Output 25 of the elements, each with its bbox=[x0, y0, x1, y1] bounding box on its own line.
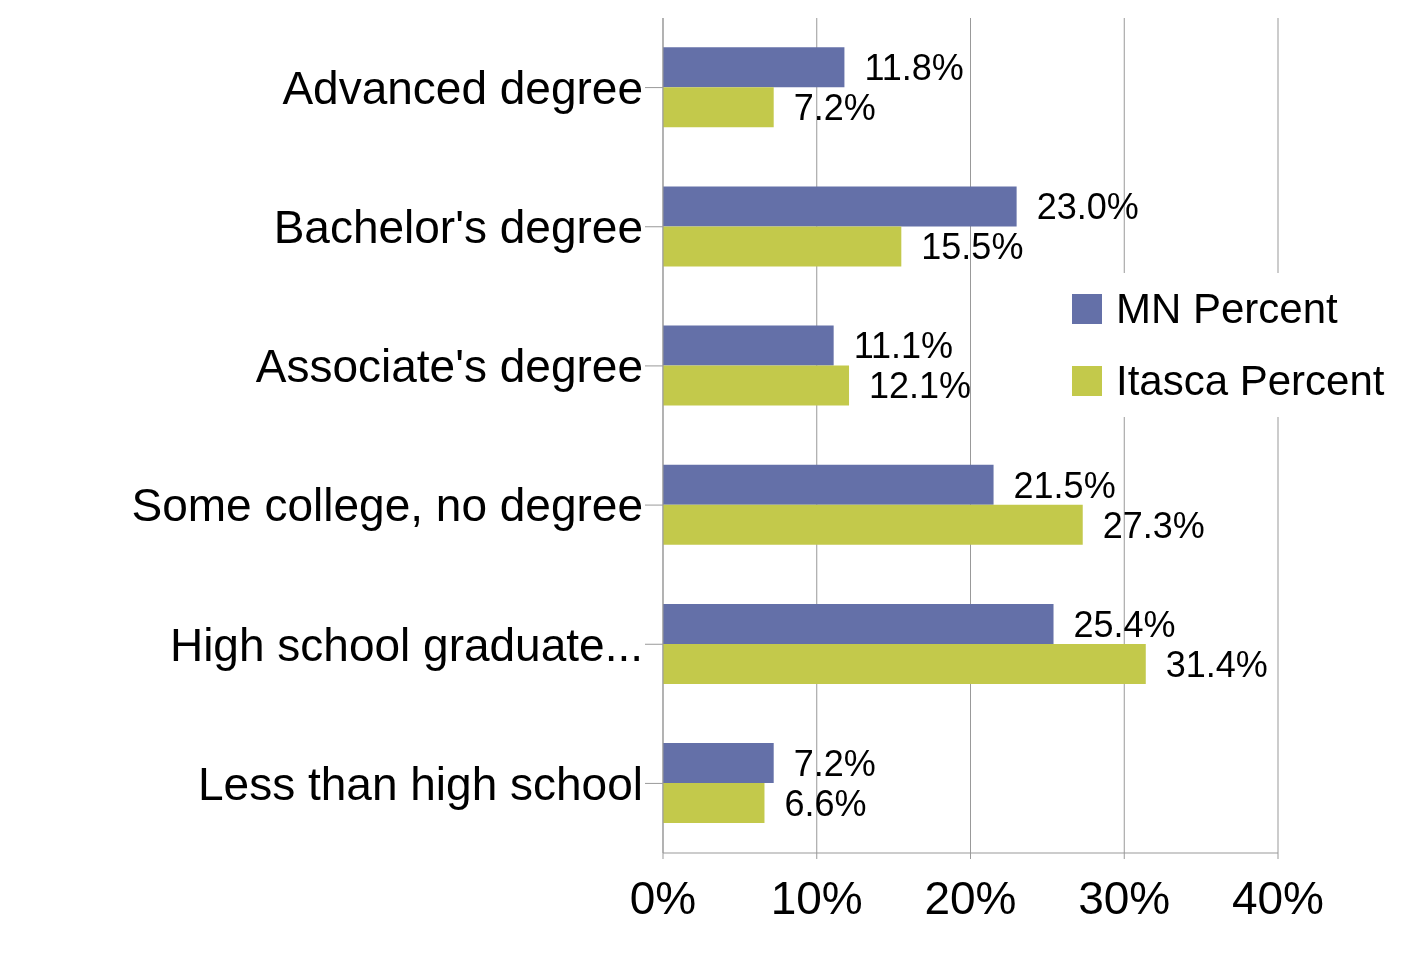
data-label: 27.3% bbox=[1102, 504, 1205, 546]
y-tick-label: Associate's degree bbox=[255, 340, 643, 393]
data-label: 21.5% bbox=[1013, 464, 1116, 506]
x-tick-label: 20% bbox=[924, 871, 1017, 924]
data-label: 11.8% bbox=[864, 47, 964, 88]
data-label: 31.4% bbox=[1165, 643, 1268, 685]
x-tick-label: 0% bbox=[629, 871, 697, 924]
legend-label: MN Percent bbox=[1116, 284, 1338, 334]
y-tick-label: Less than high school bbox=[198, 757, 643, 810]
x-tick-label: 40% bbox=[1231, 871, 1325, 924]
data-label: 7.2% bbox=[793, 742, 876, 784]
data-label: 7.2% bbox=[793, 87, 876, 129]
data-label: 15.5% bbox=[921, 226, 1024, 268]
data-label: 23.0% bbox=[1036, 186, 1139, 228]
data-label: 25.4% bbox=[1073, 603, 1176, 645]
data-label: 12.1% bbox=[869, 365, 972, 407]
y-tick-label: Bachelor's degree bbox=[273, 201, 643, 254]
data-label: 11.1% bbox=[853, 325, 954, 367]
y-tick-label: Some college, no degree bbox=[131, 479, 643, 532]
y-tick-label: High school graduate... bbox=[169, 618, 643, 671]
x-tick-label: 30% bbox=[1078, 871, 1171, 924]
legend-label: Itasca Percent bbox=[1116, 356, 1385, 406]
y-tick-label: Advanced degree bbox=[282, 61, 643, 114]
x-tick-label: 10% bbox=[770, 871, 863, 924]
data-label: 6.6% bbox=[784, 782, 867, 824]
